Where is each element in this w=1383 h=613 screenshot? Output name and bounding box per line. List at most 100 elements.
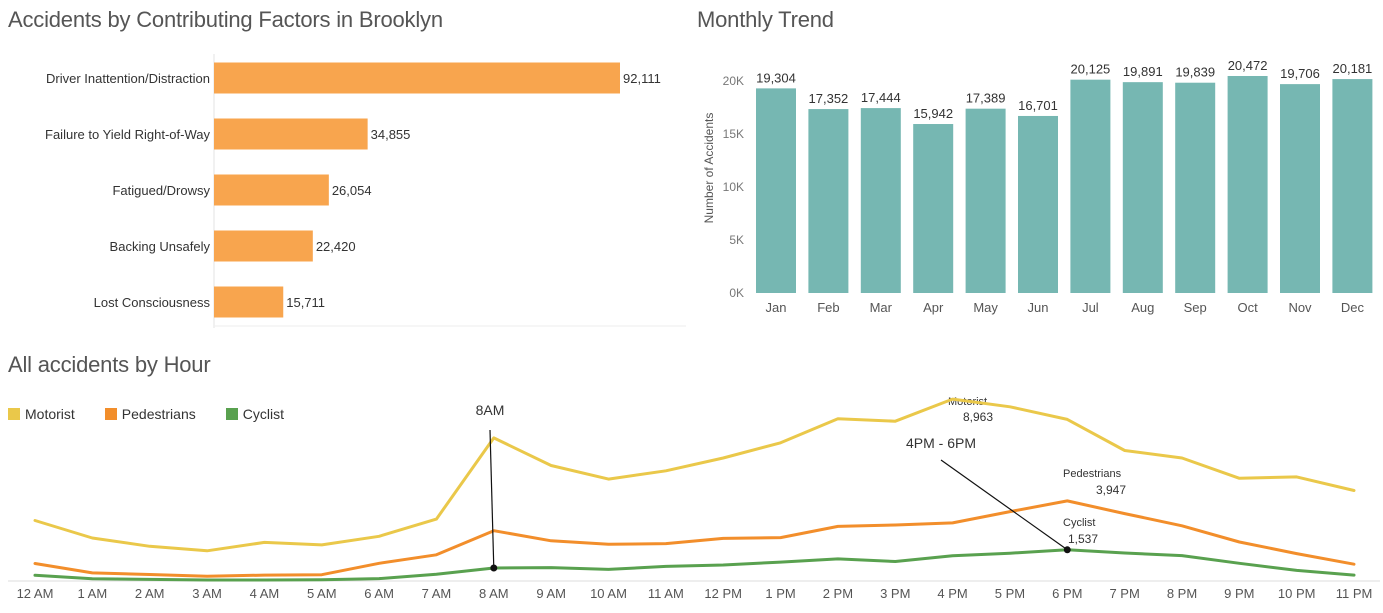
- month-label-dec: Dec: [1341, 300, 1365, 315]
- month-label-jun: Jun: [1028, 300, 1049, 315]
- month-value-sep: 19,839: [1175, 65, 1215, 80]
- annotation-pedestrians-value: 3,947: [1096, 483, 1126, 497]
- month-value-aug: 19,891: [1123, 64, 1163, 79]
- legend-item-pedestrians[interactable]: Pedestrians: [104, 406, 196, 422]
- factor-value-failure-to-yield-right-of-way: 34,855: [371, 127, 411, 142]
- hour-label-12-pm: 12 PM: [704, 586, 742, 601]
- month-label-oct: Oct: [1237, 300, 1258, 315]
- hour-label-9-pm: 9 PM: [1224, 586, 1254, 601]
- annotation-8am-label: 8AM: [476, 402, 505, 418]
- factor-value-lost-consciousness: 15,711: [286, 295, 325, 310]
- month-bar-oct: [1227, 75, 1268, 294]
- factor-value-backing-unsafely: 22,420: [316, 239, 356, 254]
- hour-label-11-pm: 11 PM: [1336, 586, 1373, 601]
- month-label-aug: Aug: [1131, 300, 1154, 315]
- annotation-8am-point: [490, 564, 498, 572]
- factors-chart-title: Accidents by Contributing Factors in Bro…: [8, 7, 443, 32]
- factor-label-driver-inattention-distraction: Driver Inattention/Distraction: [46, 71, 210, 86]
- factor-bar-lost-consciousness: [214, 286, 284, 318]
- month-bar-sep: [1175, 82, 1216, 293]
- legend-swatch-pedestrians: [104, 408, 117, 420]
- hour-label-4-am: 4 AM: [250, 586, 280, 601]
- annotation-8am-pointer: [489, 429, 495, 569]
- factor-label-failure-to-yield-right-of-way: Failure to Yield Right-of-Way: [45, 127, 210, 142]
- month-label-nov: Nov: [1288, 300, 1312, 315]
- annotation-cyclist-name: Cyclist: [1063, 517, 1095, 529]
- month-value-dec: 20,181: [1333, 61, 1373, 76]
- month-value-jan: 19,304: [756, 70, 796, 85]
- month-bar-apr: [913, 124, 954, 293]
- month-bar-may: [965, 108, 1006, 293]
- series-line-motorist: [33, 397, 1356, 553]
- factor-bar-fatigued-drowsy: [214, 174, 329, 206]
- month-value-jun: 16,701: [1018, 98, 1058, 113]
- legend-item-cyclist[interactable]: Cyclist: [225, 406, 284, 422]
- annotation-motorist-value: 8,963: [963, 410, 993, 424]
- series-line-cyclist: [33, 548, 1356, 582]
- month-value-jul: 20,125: [1071, 62, 1111, 77]
- monthly-y-tick-4: 20K: [723, 74, 744, 88]
- month-label-may: May: [973, 300, 998, 315]
- annotation-evening-label: 4PM - 6PM: [906, 435, 976, 451]
- hour-label-8-am: 8 AM: [479, 586, 509, 601]
- hour-label-5-am: 5 AM: [307, 586, 337, 601]
- month-label-apr: Apr: [923, 300, 944, 315]
- monthly-y-axis-title: Number of Accidents: [702, 113, 716, 224]
- month-label-jan: Jan: [766, 300, 787, 315]
- hour-label-6-am: 6 AM: [364, 586, 394, 601]
- hour-label-4-pm: 4 PM: [937, 586, 967, 601]
- month-label-sep: Sep: [1184, 300, 1207, 315]
- month-bar-dec: [1332, 79, 1373, 294]
- legend-swatch-cyclist: [225, 408, 238, 420]
- month-value-feb: 17,352: [809, 91, 849, 106]
- month-label-mar: Mar: [870, 300, 893, 315]
- annotation-pedestrians-name: Pedestrians: [1063, 468, 1122, 480]
- hour-label-10-am: 10 AM: [590, 586, 627, 601]
- factor-bar-backing-unsafely: [214, 230, 313, 262]
- hour-label-1-pm: 1 PM: [765, 586, 795, 601]
- hour-label-2-am: 2 AM: [135, 586, 165, 601]
- hour-label-1-am: 1 AM: [78, 586, 108, 601]
- hour-label-7-am: 7 AM: [422, 586, 452, 601]
- month-value-oct: 20,472: [1228, 58, 1268, 73]
- annotation-evening-point: [1063, 546, 1071, 554]
- factor-value-driver-inattention-distraction: 92,111: [623, 71, 661, 86]
- annotation-cyclist-value: 1,537: [1068, 532, 1098, 546]
- hourly-line-chart: 8AM 4PM - 6PM Motorist 8,963 Pedestrians…: [8, 396, 1380, 601]
- month-value-nov: 19,706: [1280, 66, 1320, 81]
- hour-label-8-pm: 8 PM: [1167, 586, 1197, 601]
- month-bar-aug: [1122, 82, 1163, 294]
- hour-label-11-am: 11 AM: [648, 586, 684, 601]
- monthly-y-tick-0: 0K: [729, 286, 744, 300]
- hour-label-3-am: 3 AM: [192, 586, 222, 601]
- month-value-mar: 17,444: [861, 90, 901, 105]
- annotation-evening-pointer: [940, 459, 1068, 551]
- month-label-feb: Feb: [817, 300, 839, 315]
- factors-bar-chart: Driver Inattention/Distraction 92,111 Fail…: [45, 54, 686, 328]
- legend-swatch-motorist: [8, 408, 20, 420]
- month-label-jul: Jul: [1082, 300, 1099, 315]
- legend-label-motorist: Motorist: [25, 406, 75, 422]
- factor-value-fatigued-drowsy: 26,054: [332, 183, 372, 198]
- month-value-may: 17,389: [966, 91, 1006, 106]
- series-line-pedestrians: [33, 499, 1356, 578]
- hour-label-9-am: 9 AM: [536, 586, 566, 601]
- month-bar-feb: [808, 109, 849, 293]
- factor-bar-driver-inattention-distraction: [214, 62, 620, 94]
- legend-label-cyclist: Cyclist: [242, 406, 284, 422]
- month-bar-jan: [756, 88, 796, 294]
- month-bar-jul: [1070, 79, 1111, 293]
- factor-bar-failure-to-yield-right-of-way: [214, 118, 368, 150]
- factor-label-fatigued-drowsy: Fatigued/Drowsy: [112, 183, 210, 198]
- month-value-apr: 15,942: [913, 106, 953, 121]
- legend-item-motorist[interactable]: Motorist: [8, 406, 75, 422]
- month-bar-jun: [1018, 115, 1058, 294]
- hour-label-2-pm: 2 PM: [823, 586, 853, 601]
- hour-label-7-pm: 7 PM: [1109, 586, 1139, 601]
- hourly-chart-title: All accidents by Hour: [8, 352, 211, 377]
- monthly-chart-title: Monthly Trend: [697, 7, 834, 32]
- month-bar-nov: [1280, 84, 1320, 294]
- monthly-y-tick-3: 15K: [723, 127, 744, 141]
- monthly-bar-chart: Number of Accidents 0K 5K 10K 15K 20K 19,304 Ja…: [702, 58, 1373, 315]
